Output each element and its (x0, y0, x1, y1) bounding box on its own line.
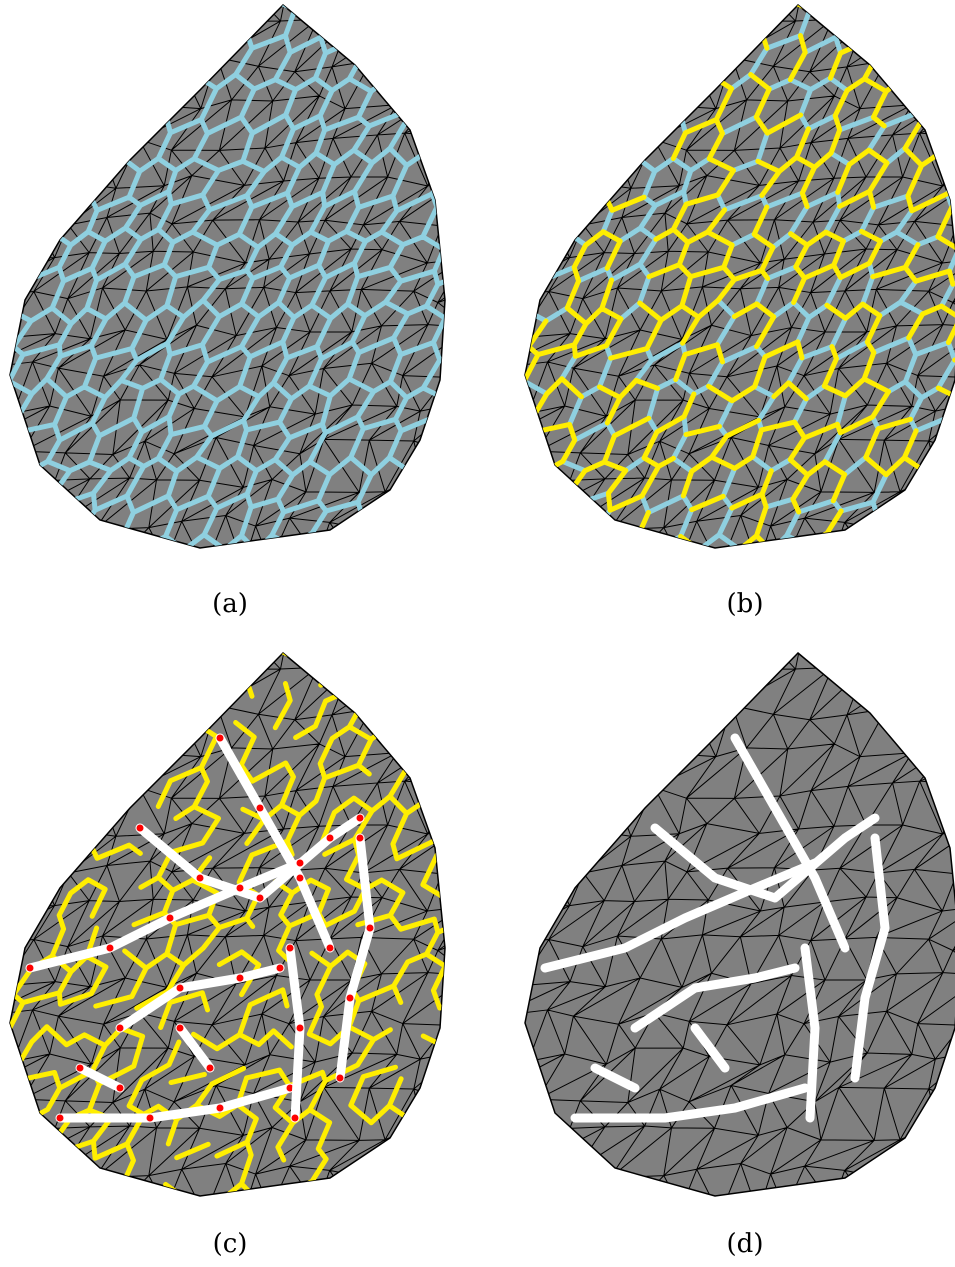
crack-point (356, 814, 364, 822)
crack-point (296, 874, 304, 882)
crack (75, 1063, 125, 1093)
crack-point (326, 944, 334, 952)
crack (335, 833, 375, 1083)
crack-point (76, 1064, 84, 1072)
crack-point (216, 1104, 224, 1112)
panel-label: (b) (727, 589, 764, 619)
crack-point (236, 974, 244, 982)
panel-label: (c) (213, 1229, 248, 1259)
crack (650, 813, 880, 903)
crack-point (336, 1074, 344, 1082)
crack-point (326, 834, 334, 842)
panel-a (9, 3, 446, 549)
panel-c (9, 651, 446, 1197)
crack (690, 1023, 730, 1073)
crack-point (196, 874, 204, 882)
panel-d (524, 651, 955, 1197)
mesh-clip (525, 653, 955, 1196)
crack-point (116, 1084, 124, 1092)
crack (215, 733, 335, 953)
crack (55, 1083, 295, 1123)
crack-point (166, 914, 174, 922)
crack-point (26, 964, 34, 972)
crack-point (146, 1114, 154, 1122)
crack-point (116, 1024, 124, 1032)
crack (570, 1083, 810, 1123)
crack-point (366, 924, 374, 932)
crack (730, 733, 850, 953)
crack-point (176, 984, 184, 992)
crack-point (256, 804, 264, 812)
crack-point (136, 824, 144, 832)
crack-point (56, 1114, 64, 1122)
panel-label: (a) (212, 589, 248, 619)
panel-label: (d) (727, 1229, 764, 1259)
crack-point (276, 964, 284, 972)
crack-point (286, 1084, 294, 1092)
crack (630, 963, 800, 1033)
crack-point (286, 944, 294, 952)
crack-point (106, 944, 114, 952)
crack (115, 963, 285, 1033)
crack (540, 858, 820, 973)
crack-point (296, 859, 304, 867)
crack-point (256, 894, 264, 902)
crack (800, 943, 820, 1123)
crack (175, 1023, 215, 1073)
panel-b (524, 3, 955, 549)
crack-point (206, 1064, 214, 1072)
crack-point (346, 994, 354, 1002)
crack-point (216, 734, 224, 742)
crack-point (176, 1024, 184, 1032)
crack-point (296, 1024, 304, 1032)
crack-point (356, 834, 364, 842)
crack (590, 1063, 640, 1093)
crack-point (236, 884, 244, 892)
crack-point (291, 1114, 299, 1122)
crack (850, 833, 890, 1083)
